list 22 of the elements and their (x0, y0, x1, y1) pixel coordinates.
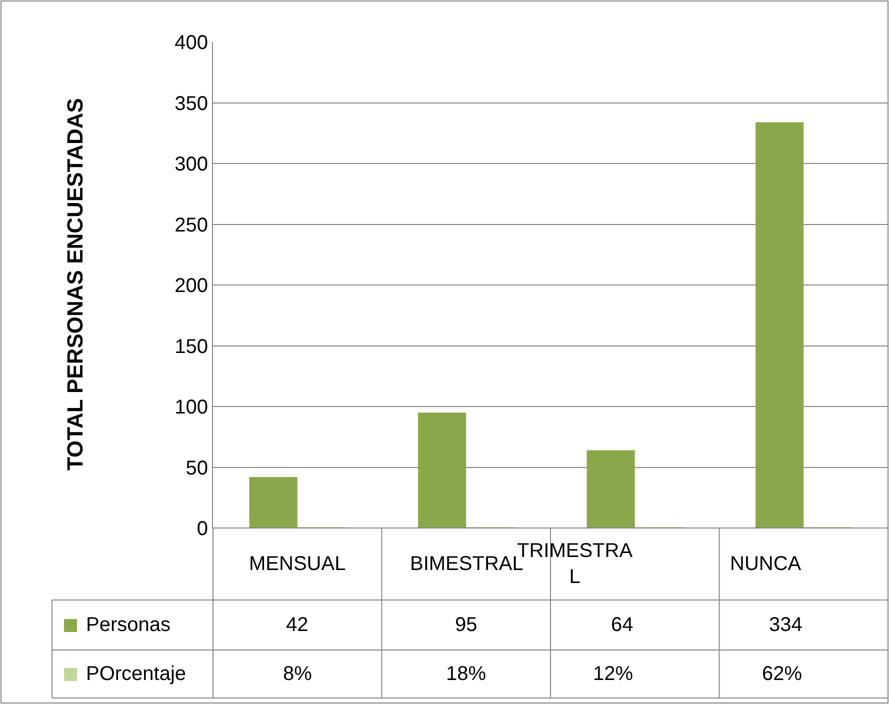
y-tick-label: 200 (174, 275, 208, 297)
y-tick-label: 300 (174, 154, 208, 176)
data-label: 334 (769, 614, 802, 636)
x-tick-label: NUNCA (730, 553, 802, 575)
y-tick-label: 100 (174, 396, 208, 418)
data-label: 95 (455, 614, 478, 636)
data-label: 62% (762, 663, 802, 685)
x-tick-label: MENSUAL (249, 553, 346, 575)
y-tick-label: 400 (174, 32, 208, 54)
y-tick-label: 250 (174, 214, 208, 236)
data-label: 12% (593, 663, 634, 685)
y-axis-title: TOTAL PERSONAS ENCUESTADAS (62, 98, 88, 470)
data-label: 42 (286, 614, 308, 636)
data-label: 18% (446, 663, 486, 685)
y-tick-label: 50 (186, 457, 208, 480)
y-tick-label: 350 (174, 92, 208, 115)
data-label: 64 (611, 614, 634, 636)
legend-label: Personas (86, 614, 170, 636)
y-tick-label: 150 (174, 336, 208, 358)
y-tick-label: 0 (196, 518, 208, 540)
data-label: 8% (283, 663, 312, 685)
legend-label: POrcentaje (86, 663, 186, 685)
